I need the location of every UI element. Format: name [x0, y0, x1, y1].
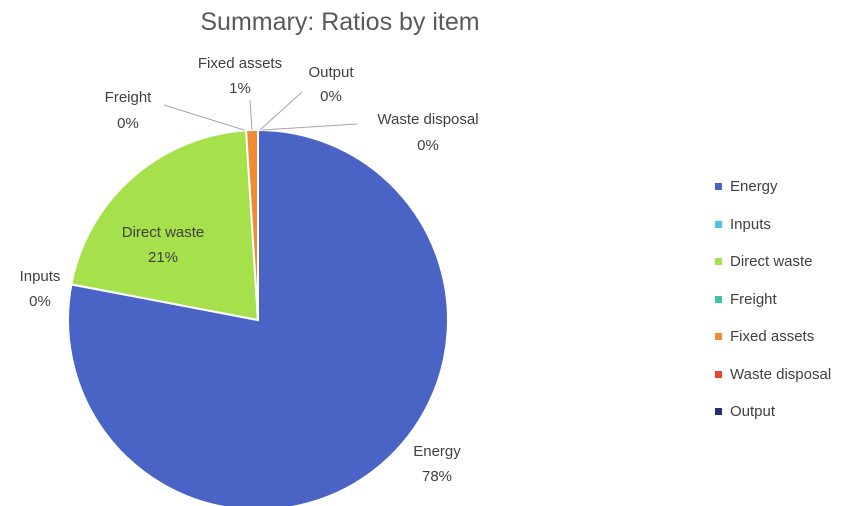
legend-swatch-freight — [715, 295, 722, 303]
legend-swatch-waste-disposal — [715, 370, 722, 378]
legend-item-energy: Energy — [715, 168, 831, 206]
legend-item-inputs: Inputs — [715, 206, 831, 244]
legend-swatch-inputs — [715, 220, 722, 228]
pie-slice-direct-waste — [70, 129, 260, 322]
legend-label-fixed-assets: Fixed assets — [730, 328, 815, 346]
data-label-name-energy: Energy — [413, 443, 461, 460]
legend-label-inputs: Inputs — [730, 215, 771, 233]
chart-title: Summary: Ratios by item — [200, 8, 480, 36]
data-label-value-output: 0% — [320, 88, 342, 105]
legend-swatch-fixed-assets — [715, 333, 722, 341]
legend-swatch-output — [715, 408, 722, 416]
legend-label-direct-waste: Direct waste — [730, 253, 813, 271]
legend-item-waste-disposal: Waste disposal — [715, 356, 831, 394]
pie-slice-energy — [67, 128, 449, 506]
data-label-value-freight: 0% — [117, 115, 139, 132]
legend-label-energy: Energy — [730, 178, 778, 196]
legend-swatch-energy — [715, 183, 722, 191]
pie-slice-fixed-assets — [245, 128, 259, 321]
data-label-value-fixed-assets: 1% — [229, 80, 251, 97]
leader-line-output — [259, 91, 303, 131]
data-label-value-energy: 78% — [422, 468, 452, 485]
legend-item-direct-waste: Direct waste — [715, 243, 831, 281]
data-label-value-inputs: 0% — [29, 293, 51, 310]
leader-line-waste-disposal — [261, 123, 358, 131]
pie-chart: Energy 78% Inputs 0% Direct waste 21% Freight 0… — [20, 55, 479, 506]
legend-label-freight: Freight — [730, 290, 777, 308]
legend-item-fixed-assets: Fixed assets — [715, 318, 831, 356]
data-label-value-waste-disposal: 0% — [417, 137, 439, 154]
leader-line-freight — [163, 104, 245, 131]
data-label-name-direct-waste: Direct waste — [122, 224, 205, 241]
data-label-name-waste-disposal: Waste disposal — [377, 111, 478, 128]
leader-line-fixed-assets — [249, 99, 253, 131]
data-label-name-freight: Freight — [105, 89, 153, 106]
data-label-value-direct-waste: 21% — [148, 249, 178, 266]
data-label-name-fixed-assets: Fixed assets — [198, 55, 282, 72]
legend-item-output: Output — [715, 393, 831, 431]
data-label-name-inputs: Inputs — [20, 268, 61, 285]
legend-label-output: Output — [730, 403, 776, 421]
legend: Energy Inputs Direct waste Freight Fixed ass… — [715, 168, 831, 431]
legend-item-freight: Freight — [715, 281, 831, 319]
legend-swatch-direct-waste — [715, 258, 722, 266]
legend-label-waste-disposal: Waste disposal — [730, 365, 832, 383]
data-label-name-output: Output — [308, 64, 354, 81]
